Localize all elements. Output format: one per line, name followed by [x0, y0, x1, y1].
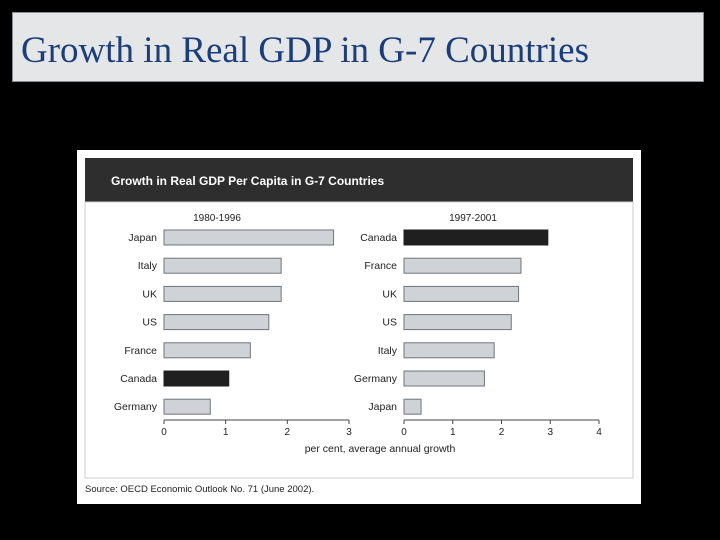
bar: [163, 229, 335, 246]
x-tick-label: 1: [223, 427, 229, 438]
x-tick-label: 3: [346, 427, 352, 438]
chart-figure: Growth in Real GDP Per Capita in G-7 Cou…: [77, 150, 641, 504]
category-label: France: [124, 345, 157, 357]
bar: [403, 285, 520, 302]
bar: [163, 398, 211, 415]
category-label: Germany: [354, 373, 398, 385]
chart-panels: 1980-1996 Japan Italy UK US France Canada Germa…: [114, 213, 602, 438]
bar: [163, 285, 282, 302]
category-label: UK: [382, 288, 397, 300]
bar: [403, 342, 495, 359]
bar: [403, 314, 512, 331]
x-tick-label: 2: [499, 427, 505, 438]
bar: [403, 398, 422, 415]
x-tick-label: 0: [161, 427, 167, 438]
chart-header-band: [85, 158, 633, 202]
category-label: France: [364, 260, 397, 272]
category-label: US: [142, 317, 157, 329]
bar: [163, 370, 230, 387]
chart-plot-frame: [84, 201, 634, 479]
x-tick-label: 3: [547, 427, 553, 438]
panel-period-label: 1980-1996: [193, 213, 241, 224]
slide-title: Growth in Real GDP in G-7 Countries: [21, 30, 589, 71]
category-label: Germany: [114, 401, 158, 413]
bar: [403, 370, 485, 387]
category-label: Canada: [120, 373, 157, 385]
bar: [163, 342, 251, 359]
x-tick-label: 2: [285, 427, 291, 438]
category-label: UK: [142, 288, 157, 300]
x-axis-label: per cent, average annual growth: [305, 443, 456, 455]
chart-svg: Growth in Real GDP Per Capita in G-7 Cou…: [84, 158, 634, 495]
chart-source: Source: OECD Economic Outlook No. 71 (Ju…: [85, 484, 314, 495]
bar: [403, 257, 522, 274]
x-tick-label: 0: [401, 427, 407, 438]
category-label: Japan: [368, 401, 397, 413]
bar: [163, 314, 270, 331]
x-tick-label: 1: [450, 427, 456, 438]
category-label: US: [382, 317, 397, 329]
category-label: Japan: [128, 232, 157, 244]
category-label: Canada: [360, 232, 397, 244]
category-label: Italy: [378, 345, 398, 357]
panel-period-label: 1997-2001: [449, 213, 497, 224]
category-label: Italy: [138, 260, 158, 272]
slide-title-box: Growth in Real GDP in G-7 Countries: [12, 12, 704, 82]
bar: [403, 229, 549, 246]
chart-title: Growth in Real GDP Per Capita in G-7 Cou…: [111, 174, 384, 188]
bar: [163, 257, 282, 274]
x-tick-label: 4: [596, 427, 602, 438]
